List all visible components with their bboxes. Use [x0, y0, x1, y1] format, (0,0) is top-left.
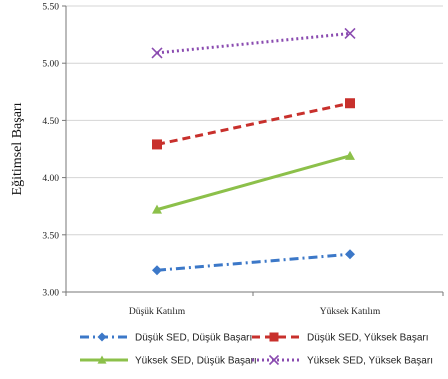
legend-label: Düşük SED, Yüksek Başarı: [307, 333, 429, 344]
x-marker: [268, 354, 280, 366]
legend-label: Yüksek SED, Yüksek Başarı: [307, 356, 433, 367]
series-line: [156, 31, 351, 55]
triangle-marker: [345, 150, 355, 160]
series-4: [151, 27, 356, 59]
series-2: [152, 98, 355, 150]
legend-label: Yüksek SED, Düşük Başarı: [135, 356, 257, 367]
square-marker: [345, 98, 355, 109]
legend: Düşük SED, Düşük Başarı Düşük SED, Yüksek…: [80, 332, 433, 367]
legend-item: Yüksek SED, Düşük Başarı: [80, 355, 257, 367]
y-axis-title: Eğitimsel Başarı: [10, 102, 25, 195]
diamond-marker: [97, 332, 107, 342]
x-marker-stroke: [151, 47, 163, 59]
series-line: [156, 101, 351, 146]
series-line: [156, 252, 351, 272]
series-lines: [151, 27, 356, 276]
y-tick-label: 5.00: [42, 60, 59, 70]
legend-label: Düşük SED, Düşük Başarı: [135, 333, 252, 344]
diamond-marker: [345, 249, 355, 260]
gridlines: [66, 5, 443, 293]
x-tick-label: Düşük Katılım: [129, 307, 186, 317]
legend-item: Düşük SED, Yüksek Başarı: [252, 332, 429, 344]
series-3: [152, 150, 355, 214]
square-marker: [269, 332, 279, 342]
x-marker-stroke: [344, 27, 356, 40]
triangle-marker: [97, 355, 107, 364]
y-tick-label: 4.50: [42, 117, 59, 127]
y-tick-label: 3.50: [42, 231, 59, 241]
axes: [62, 5, 444, 296]
tick-labels: 3.00 3.50 4.00 4.50 5.00 5.50 Düşük Katılım Yük…: [42, 3, 380, 318]
x-marker: [344, 27, 356, 40]
legend-item: Düşük SED, Düşük Başarı: [80, 332, 252, 344]
series-1: [152, 249, 355, 276]
x-tick-label: Yüksek Katılım: [320, 307, 381, 317]
series-line: [156, 154, 351, 212]
square-marker: [152, 139, 162, 150]
y-tick-label: 4.00: [42, 174, 59, 184]
x-marker: [151, 47, 163, 59]
y-tick-label: 5.50: [42, 3, 59, 13]
diamond-marker: [152, 265, 162, 276]
y-tick-label: 3.00: [42, 289, 59, 299]
x-marker-stroke: [268, 354, 280, 366]
triangle-marker: [152, 204, 162, 214]
legend-item: Yüksek SED, Yüksek Başarı: [252, 354, 433, 367]
